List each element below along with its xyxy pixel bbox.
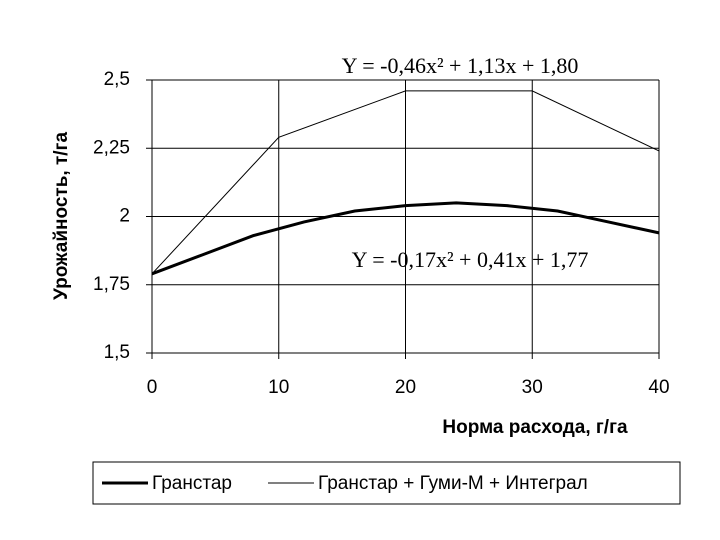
y-axis-label: Урожайность, т/га xyxy=(51,132,72,300)
annotation: Y = -0,17x² + 0,41x + 1,77 xyxy=(352,247,589,272)
x-tick-label: 20 xyxy=(395,377,416,398)
legend-label: Гранстар xyxy=(152,473,232,494)
annotation: Y = -0,46x² + 1,13x + 1,80 xyxy=(342,53,579,78)
y-tick-label: 2,5 xyxy=(104,69,130,90)
x-tick-label: 10 xyxy=(268,377,289,398)
x-tick-label: 40 xyxy=(648,377,669,398)
y-tick-label: 2,25 xyxy=(93,137,130,158)
x-tick-label: 0 xyxy=(147,377,158,398)
y-tick-label: 1,75 xyxy=(93,274,130,295)
y-tick-label: 1,5 xyxy=(104,342,130,363)
x-axis-label: Норма расхода, г/га xyxy=(442,417,628,438)
legend-label: Гранстар + Гуми-М + Интеграл xyxy=(318,473,588,494)
line xyxy=(151,201,660,276)
line xyxy=(151,90,660,275)
legend-box xyxy=(92,461,681,505)
y-tick-label: 2 xyxy=(119,206,130,227)
x-tick-label: 30 xyxy=(522,377,543,398)
